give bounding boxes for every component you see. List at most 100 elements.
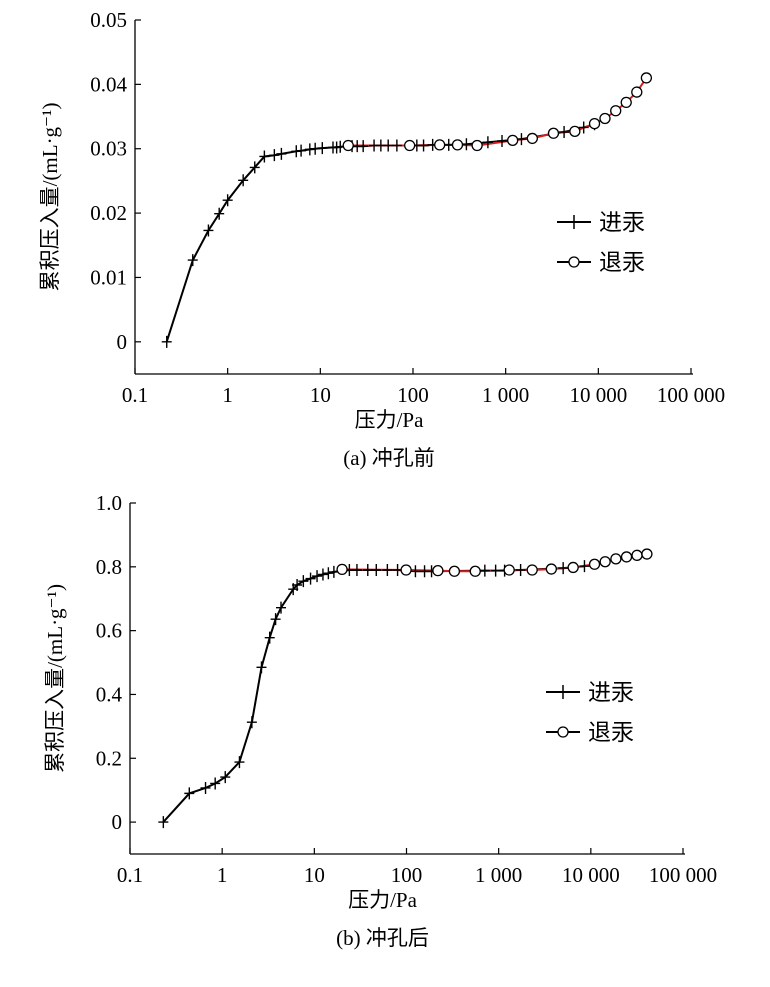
x-tick-label: 1 xyxy=(222,383,233,407)
x-axis-label: 压力/Pa xyxy=(348,888,418,912)
x-tick-label: 10 000 xyxy=(562,863,620,887)
data-point-extrusion xyxy=(641,548,653,560)
x-tick-label: 100 xyxy=(391,863,423,887)
x-tick-label: 0.1 xyxy=(117,863,143,887)
data-point-extrusion xyxy=(434,139,446,151)
x-axis-label: 压力/Pa xyxy=(355,408,425,432)
x-tick-label: 10 xyxy=(310,383,331,407)
data-point-extrusion xyxy=(526,132,538,145)
data-point-intrusion xyxy=(298,575,309,588)
data-point-intrusion xyxy=(292,579,303,592)
data-point-intrusion xyxy=(559,125,570,138)
y-tick-label: 0.2 xyxy=(96,746,122,770)
data-point-extrusion xyxy=(547,127,560,139)
data-point-extrusion xyxy=(569,125,581,137)
data-point-extrusion xyxy=(400,564,412,576)
x-tick-label: 100 000 xyxy=(657,383,725,407)
data-point-intrusion xyxy=(234,756,245,769)
data-point-extrusion xyxy=(599,556,611,568)
chart-panel-b: 0 0.2 0.4 0.6 0.8 1.0 0.1 1 10 100 1 000 10 000 100 … xyxy=(43,491,717,950)
data-point-intrusion xyxy=(270,613,281,626)
data-point-intrusion xyxy=(203,224,214,237)
data-point-extrusion xyxy=(620,96,632,109)
x-tick-label: 10 000 xyxy=(569,383,627,407)
data-point-intrusion xyxy=(158,816,169,829)
data-point-intrusion xyxy=(490,564,501,577)
data-point-intrusion xyxy=(317,568,328,581)
data-point-extrusion xyxy=(545,563,558,575)
data-point-intrusion xyxy=(220,771,231,784)
y-tick-label: 0 xyxy=(112,810,123,834)
data-point-intrusion xyxy=(238,174,249,187)
data-point-intrusion xyxy=(317,142,328,155)
data-point-extrusion xyxy=(403,139,416,152)
data-point-extrusion xyxy=(526,564,538,576)
data-point-intrusion xyxy=(276,601,287,614)
chart-caption: (a) 冲孔前 xyxy=(343,446,435,470)
y-tick-label: 0.02 xyxy=(90,201,127,225)
x-tick-label: 1 xyxy=(217,863,228,887)
data-point-extrusion xyxy=(507,134,519,147)
data-point-intrusion xyxy=(351,564,362,577)
legend-label: 退汞 xyxy=(599,250,645,275)
y-tick-label: 0.01 xyxy=(90,265,127,289)
x-tick-label: 100 xyxy=(397,383,429,407)
data-point-intrusion xyxy=(222,194,233,207)
data-point-intrusion xyxy=(497,135,508,148)
data-point-intrusion xyxy=(200,781,211,794)
data-point-extrusion xyxy=(448,565,461,577)
data-point-intrusion xyxy=(391,139,402,152)
legend-circle-marker xyxy=(568,256,580,268)
data-point-extrusion xyxy=(610,553,622,565)
data-point-intrusion xyxy=(323,567,334,580)
data-point-intrusion xyxy=(246,716,257,729)
data-point-intrusion xyxy=(482,136,493,149)
data-point-intrusion xyxy=(161,335,172,348)
data-point-extrusion xyxy=(588,558,601,570)
data-point-extrusion xyxy=(342,139,354,152)
data-point-intrusion xyxy=(312,570,323,583)
legend-circle-marker xyxy=(557,726,569,738)
y-tick-label: 0.05 xyxy=(90,8,127,32)
data-point-intrusion xyxy=(184,787,195,800)
data-point-extrusion xyxy=(631,549,643,561)
data-point-intrusion xyxy=(515,564,526,577)
y-tick-label: 0.4 xyxy=(96,682,123,706)
data-point-extrusion xyxy=(631,86,643,98)
series-line-intrusion xyxy=(165,123,595,343)
data-point-intrusion xyxy=(382,564,393,577)
data-point-extrusion xyxy=(451,139,464,151)
data-point-intrusion xyxy=(305,572,316,585)
data-point-intrusion xyxy=(558,562,569,575)
series-line-extrusion xyxy=(348,77,648,147)
data-point-extrusion xyxy=(620,551,633,563)
data-point-intrusion xyxy=(264,631,275,644)
y-tick-label: 0 xyxy=(117,330,128,354)
y-tick-label: 1.0 xyxy=(96,491,122,515)
data-point-extrusion xyxy=(432,564,444,577)
data-point-intrusion xyxy=(479,564,490,577)
data-point-intrusion xyxy=(578,121,589,134)
y-axis-label: 累积压入量/(mL·g⁻¹) xyxy=(38,103,62,292)
data-point-intrusion xyxy=(371,564,382,577)
x-tick-label: 0.1 xyxy=(122,383,148,407)
data-point-intrusion xyxy=(187,254,198,267)
legend-label: 退汞 xyxy=(588,720,634,745)
data-point-extrusion xyxy=(567,561,579,574)
y-axis-label: 累积压入量/(mL·g⁻¹) xyxy=(43,584,67,773)
data-point-extrusion xyxy=(469,565,481,577)
x-tick-label: 1 000 xyxy=(482,383,529,407)
data-point-intrusion xyxy=(579,560,590,573)
data-point-extrusion xyxy=(599,112,611,125)
data-point-extrusion xyxy=(588,117,601,130)
data-point-intrusion xyxy=(358,140,369,153)
data-point-extrusion xyxy=(336,563,348,576)
y-tick-label: 0.8 xyxy=(96,555,122,579)
y-tick-label: 0.03 xyxy=(90,137,127,161)
x-tick-label: 100 000 xyxy=(649,863,717,887)
y-tick-label: 0.04 xyxy=(90,72,127,96)
data-point-intrusion xyxy=(214,207,225,220)
chart-caption: (b) 冲孔后 xyxy=(336,926,429,950)
chart-panel-a: 0 0.01 0.02 0.03 0.04 0.05 0.1 1 10 100 1 000 10 00… xyxy=(38,8,725,470)
